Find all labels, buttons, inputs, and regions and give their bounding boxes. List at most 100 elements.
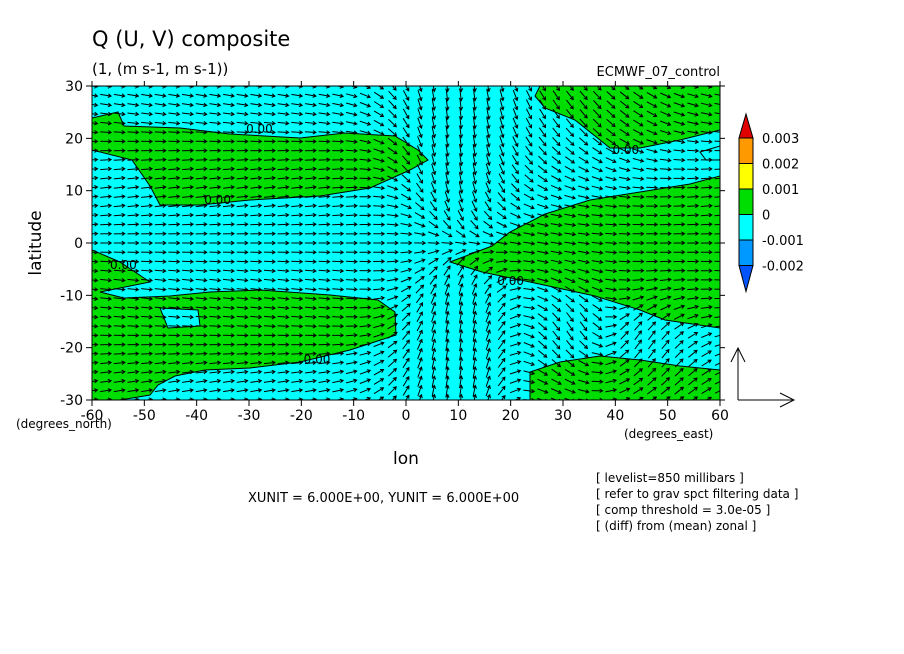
vector-arrow bbox=[646, 139, 658, 145]
vector-arrow bbox=[250, 378, 263, 384]
vector-arrow bbox=[332, 378, 345, 384]
vector-arrow bbox=[416, 320, 423, 332]
vector-arrow bbox=[605, 305, 618, 311]
vector-arrow bbox=[154, 314, 167, 320]
vector-arrow bbox=[415, 192, 424, 202]
vector-arrow bbox=[511, 173, 520, 184]
vector-arrow bbox=[250, 268, 263, 274]
vector-arrow bbox=[223, 287, 235, 292]
vector-arrow bbox=[359, 148, 372, 154]
vector-arrow bbox=[209, 148, 222, 153]
vector-arrow bbox=[182, 378, 194, 384]
vector-arrow bbox=[304, 157, 317, 162]
x-tick-label: -20 bbox=[290, 408, 313, 424]
vector-arrow bbox=[458, 89, 464, 102]
vector-arrow bbox=[113, 240, 126, 246]
vector-arrow bbox=[209, 268, 222, 274]
vector-arrow bbox=[618, 259, 631, 264]
vector-arrow bbox=[263, 93, 276, 98]
vector-arrow bbox=[622, 397, 631, 400]
vector-arrow bbox=[523, 323, 536, 330]
vector-arrow bbox=[445, 98, 450, 111]
vector-arrow bbox=[195, 157, 208, 162]
vector-arrow bbox=[92, 121, 99, 126]
vector-arrow bbox=[277, 139, 290, 144]
vector-arrow bbox=[92, 139, 99, 144]
vector-arrow bbox=[304, 388, 317, 393]
vector-arrow bbox=[263, 185, 276, 190]
vector-arrow bbox=[182, 351, 195, 356]
vector-arrow bbox=[113, 351, 126, 356]
vector-arrow bbox=[472, 172, 478, 185]
vector-arrow bbox=[577, 259, 590, 265]
vector-arrow bbox=[100, 351, 113, 356]
vector-arrow bbox=[100, 194, 113, 199]
vector-arrow bbox=[373, 369, 385, 376]
vector-arrow bbox=[182, 360, 194, 365]
x-unit-label: (degrees_east) bbox=[624, 427, 713, 441]
vector-arrow bbox=[591, 277, 604, 283]
vector-arrow bbox=[605, 240, 618, 246]
vector-arrow bbox=[486, 154, 491, 167]
vector-arrow bbox=[252, 86, 263, 89]
vector-arrow bbox=[304, 378, 317, 384]
vector-arrow bbox=[591, 250, 604, 255]
vector-arrow bbox=[470, 220, 479, 230]
vector-arrow bbox=[605, 332, 617, 338]
vector-arrow bbox=[168, 360, 181, 365]
vector-arrow bbox=[92, 324, 99, 329]
vector-arrow bbox=[458, 347, 464, 360]
vector-arrow bbox=[618, 194, 631, 200]
vector-arrow bbox=[646, 286, 659, 291]
vector-arrow bbox=[250, 360, 263, 365]
vector-arrow bbox=[127, 222, 140, 227]
vector-arrow bbox=[373, 194, 386, 200]
vector-arrow bbox=[168, 314, 181, 320]
vector-arrow bbox=[673, 166, 686, 172]
vector-arrow bbox=[700, 93, 713, 99]
vector-arrow bbox=[458, 200, 464, 213]
vector-arrow bbox=[349, 397, 358, 400]
vector-arrow bbox=[566, 99, 574, 110]
vector-arrow bbox=[209, 240, 222, 246]
vector-arrow bbox=[430, 283, 437, 295]
vector-arrow bbox=[618, 213, 631, 218]
vector-arrow bbox=[127, 369, 140, 375]
vector-arrow bbox=[318, 121, 331, 126]
vector-arrow bbox=[418, 86, 423, 93]
vector-arrow bbox=[373, 350, 385, 357]
vector-arrow bbox=[705, 396, 713, 400]
vector-arrow bbox=[388, 386, 397, 396]
vector-arrow bbox=[552, 312, 561, 322]
vector-arrow bbox=[100, 240, 113, 246]
vector-arrow bbox=[279, 86, 290, 89]
vector-arrow bbox=[168, 93, 181, 98]
vector-arrow bbox=[701, 350, 712, 358]
vector-arrow bbox=[345, 314, 358, 320]
vector-arrow bbox=[332, 194, 345, 199]
vector-arrow bbox=[359, 305, 372, 310]
vector-arrow bbox=[582, 86, 588, 91]
vector-arrow bbox=[141, 157, 154, 162]
vector-arrow bbox=[209, 388, 222, 393]
vector-arrow bbox=[127, 342, 140, 347]
vector-arrow bbox=[250, 250, 263, 255]
vector-arrow bbox=[687, 313, 699, 320]
vector-arrow bbox=[400, 267, 413, 273]
vector-arrow bbox=[673, 157, 686, 163]
vector-arrow bbox=[277, 342, 290, 347]
vector-arrow bbox=[674, 367, 684, 377]
vector-arrow bbox=[359, 250, 372, 255]
vector-arrow bbox=[373, 119, 385, 127]
vector-arrow bbox=[318, 314, 331, 320]
vector-arrow bbox=[551, 378, 562, 385]
vector-arrow bbox=[386, 222, 399, 227]
vector-arrow bbox=[646, 203, 659, 209]
vector-arrow bbox=[92, 378, 99, 384]
vector-arrow bbox=[141, 111, 154, 117]
vector-arrow bbox=[509, 241, 522, 246]
vector-arrow bbox=[291, 277, 304, 283]
vector-arrow bbox=[700, 249, 713, 255]
vector-arrow bbox=[700, 185, 713, 190]
vector-arrow bbox=[646, 268, 659, 273]
